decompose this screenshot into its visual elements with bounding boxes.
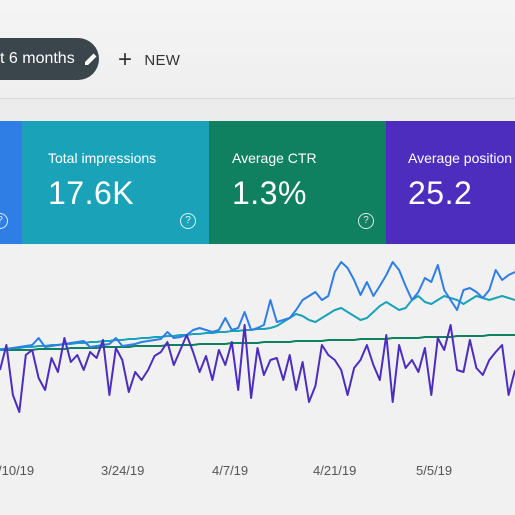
date-range-chip[interactable]: t 6 months [0, 38, 99, 80]
new-label: NEW [144, 51, 181, 69]
x-tick-label: 3/24/19 [101, 463, 145, 478]
x-tick-label: /10/19 [0, 463, 35, 478]
card-value: 1.3% [232, 175, 307, 211]
average-ctr-card[interactable]: Average CTR 1.3% ? [209, 121, 386, 244]
x-tick-label: 4/21/19 [313, 463, 357, 478]
help-icon[interactable]: ? [358, 213, 374, 229]
average-position-card[interactable]: Average position 25.2 [386, 121, 515, 244]
total-impressions-card[interactable]: Total impressions 17.6K ? [22, 121, 209, 244]
total-clicks-card[interactable]: ? [0, 121, 22, 244]
edit-pencil-icon[interactable] [83, 51, 99, 67]
toolbar: t 6 months + NEW [0, 0, 515, 99]
series-line [0, 261, 515, 351]
help-icon[interactable]: ? [180, 213, 196, 229]
card-label: Total impressions [48, 150, 157, 166]
chart-svg [0, 261, 515, 413]
series-line [0, 334, 515, 351]
series-line [0, 324, 515, 413]
new-comparison-button[interactable]: + NEW [118, 46, 180, 74]
card-value: 17.6K [48, 175, 135, 211]
card-value: 25.2 [408, 175, 473, 211]
card-label: Average CTR [232, 150, 317, 166]
card-label: Average position [408, 150, 513, 166]
plus-icon: + [118, 46, 133, 73]
x-tick-label: 4/7/19 [212, 463, 249, 478]
help-icon[interactable]: ? [0, 213, 8, 229]
date-range-label: t 6 months [0, 50, 75, 67]
performance-chart: /10/19 3/24/19 4/7/19 4/21/19 5/5/19 [0, 245, 515, 515]
x-tick-label: 5/5/19 [416, 463, 453, 478]
metric-cards: ? Total impressions 17.6K ? Average CTR … [0, 121, 515, 244]
